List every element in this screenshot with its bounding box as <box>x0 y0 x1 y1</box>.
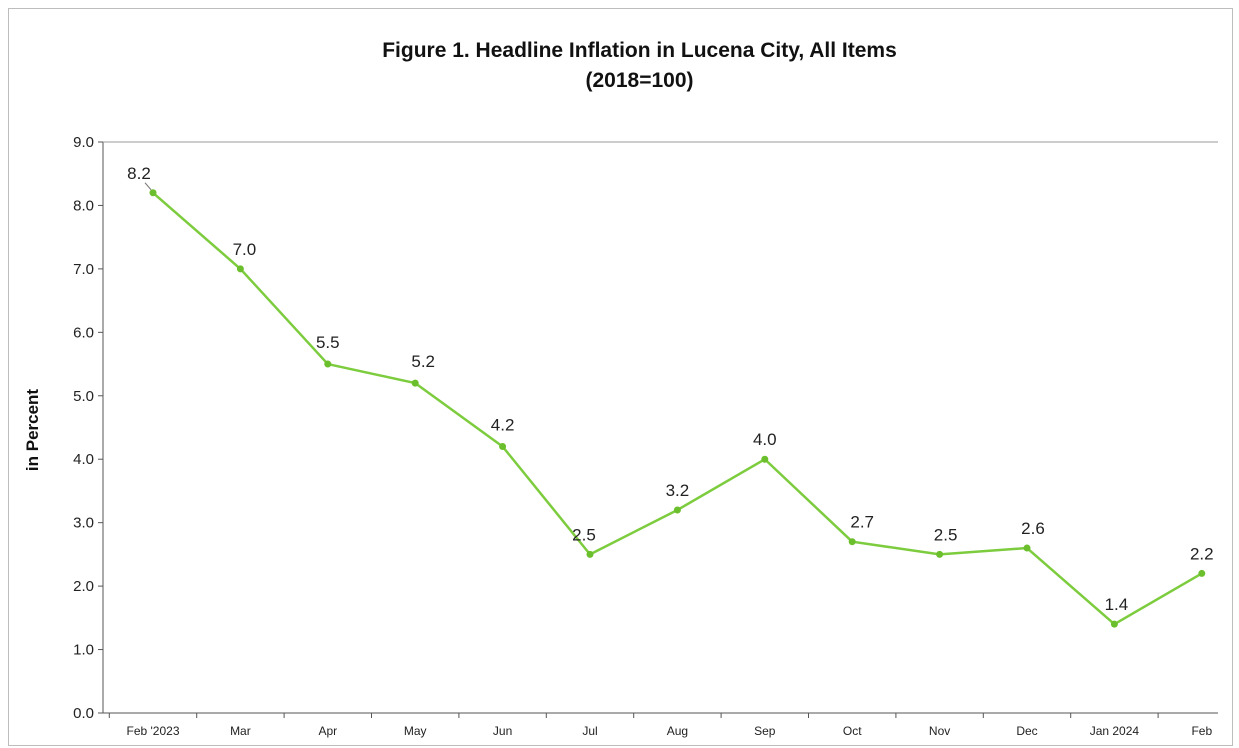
data-label: 5.5 <box>316 333 340 352</box>
y-tick-label: 6.0 <box>73 324 94 341</box>
y-tick-label: 4.0 <box>73 451 94 468</box>
series-line <box>152 191 1203 626</box>
x-tick-label: Feb <box>1191 724 1212 738</box>
data-point <box>673 506 681 514</box>
data-point <box>324 360 332 368</box>
y-tick-label: 7.0 <box>73 261 94 278</box>
y-tick-label: 0.0 <box>73 705 94 722</box>
x-tick-label: Sep <box>754 724 776 738</box>
x-tick-label: May <box>404 724 427 738</box>
x-tick-label: Jul <box>582 724 597 738</box>
data-point <box>761 455 769 463</box>
x-tick-label: Oct <box>843 724 862 738</box>
y-tick-label: 2.0 <box>73 578 94 595</box>
x-tick-label: Feb '2023 <box>127 724 180 738</box>
y-tick-label: 9.0 <box>73 134 94 151</box>
x-tick-label: Aug <box>667 724 688 738</box>
data-label: 5.2 <box>411 352 435 371</box>
data-label-leader <box>144 182 152 191</box>
y-tick-label: 8.0 <box>73 197 94 214</box>
data-point <box>936 550 944 558</box>
data-label: 2.2 <box>1190 544 1214 563</box>
data-label: 1.4 <box>1105 595 1129 614</box>
data-point <box>1198 569 1206 577</box>
x-tick-label: Apr <box>318 724 337 738</box>
data-point <box>499 443 507 451</box>
x-tick-label: Jan 2024 <box>1090 724 1140 738</box>
y-tick-label: 1.0 <box>73 642 94 659</box>
data-label: 4.0 <box>753 430 777 449</box>
x-tick-label: Mar <box>230 724 251 738</box>
data-point <box>1023 544 1031 552</box>
data-point <box>1110 620 1118 628</box>
y-tick-label: 5.0 <box>73 388 94 405</box>
data-point <box>411 379 419 387</box>
chart-title: Figure 1. Headline Inflation in Lucena C… <box>382 39 897 62</box>
data-label: 8.2 <box>127 164 151 183</box>
data-label: 2.5 <box>572 525 596 544</box>
chart-subtitle: (2018=100) <box>585 69 694 92</box>
chart-frame <box>8 8 1233 746</box>
data-point <box>848 538 856 546</box>
data-point <box>236 265 244 273</box>
data-label: 2.6 <box>1021 519 1045 538</box>
y-tick-label: 3.0 <box>73 515 94 532</box>
x-tick-label: Dec <box>1016 724 1037 738</box>
x-tick-label: Jun <box>493 724 512 738</box>
data-label: 7.0 <box>233 240 257 259</box>
data-point <box>149 189 157 197</box>
x-tick-label: Nov <box>929 724 950 738</box>
data-label: 2.5 <box>934 525 958 544</box>
data-point <box>586 550 594 558</box>
data-label: 3.2 <box>666 481 690 500</box>
data-label: 4.2 <box>491 416 515 435</box>
data-label: 2.7 <box>850 513 874 532</box>
